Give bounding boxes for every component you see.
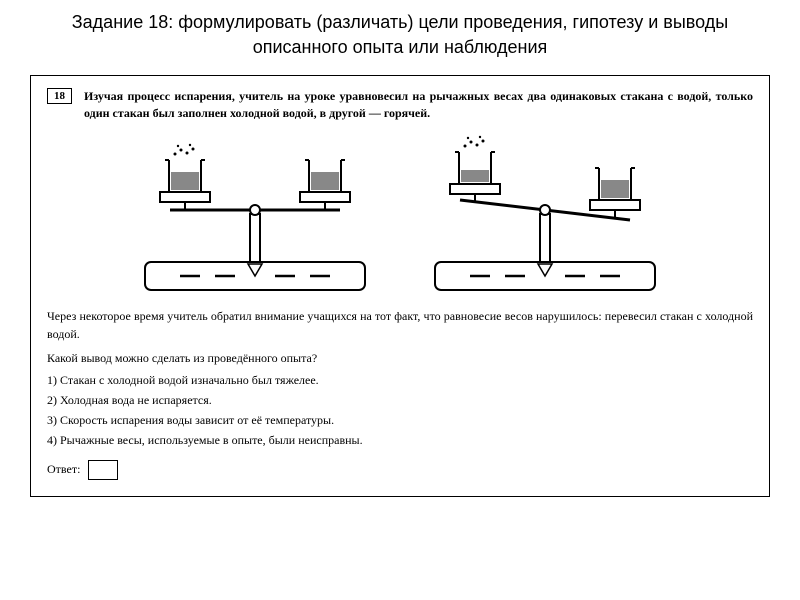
diagram-balanced (125, 132, 385, 292)
diagram-row (47, 132, 753, 292)
option-1: 1) Стакан с холодной водой изначально бы… (47, 373, 753, 388)
task-container: 18 Изучая процесс испарения, учитель на … (30, 75, 770, 497)
diagram-tilted (415, 132, 675, 292)
answer-input-box[interactable] (88, 460, 118, 480)
page-title: Задание 18: формулировать (различать) це… (30, 10, 770, 60)
option-3: 3) Скорость испарения воды зависит от её… (47, 413, 753, 428)
task-intro-text: Изучая процесс испарения, учитель на уро… (84, 88, 753, 122)
answer-label: Ответ: (47, 462, 80, 477)
task-number-badge: 18 (47, 88, 72, 104)
answer-row: Ответ: (47, 460, 753, 480)
task-header: 18 Изучая процесс испарения, учитель на … (47, 88, 753, 122)
question-prompt: Какой вывод можно сделать из проведённог… (47, 349, 753, 367)
option-4: 4) Рычажные весы, используемые в опыте, … (47, 433, 753, 448)
option-2: 2) Холодная вода не испаряется. (47, 393, 753, 408)
question-context: Через некоторое время учитель обратил вн… (47, 307, 753, 343)
